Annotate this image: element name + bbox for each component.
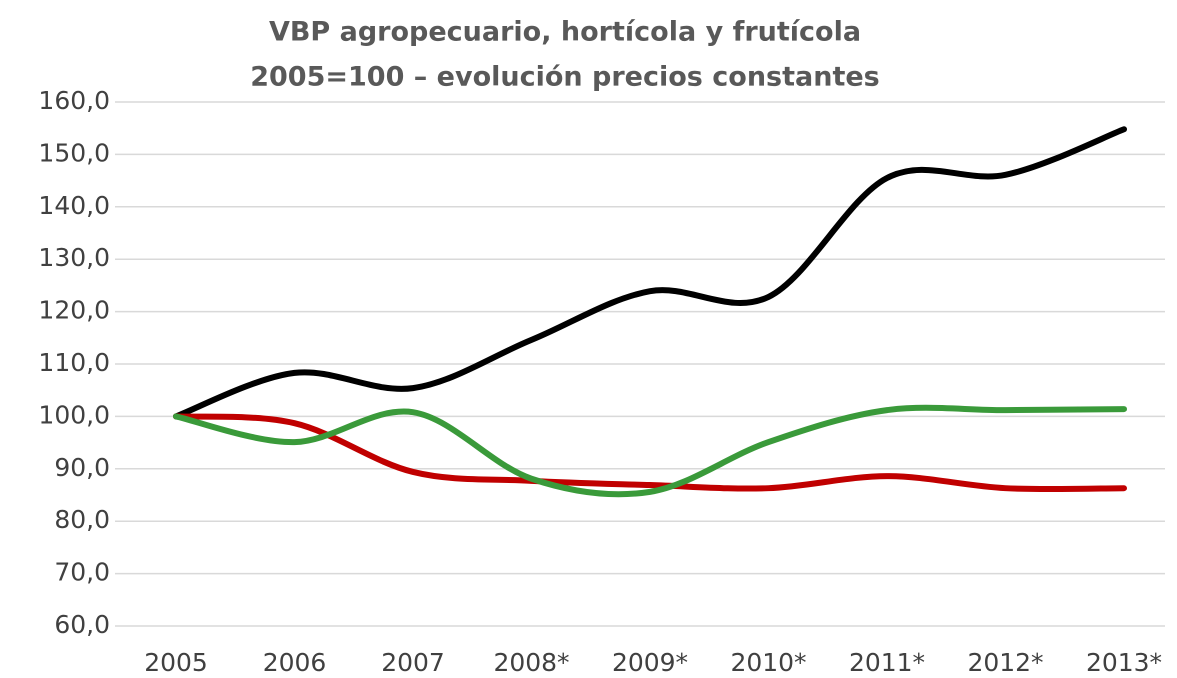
- series-line: [173, 126, 1127, 420]
- y-tick-label: 100,0: [38, 400, 110, 429]
- x-tick-label: 2009*: [612, 648, 688, 677]
- x-tick-label: 2007: [381, 648, 445, 677]
- y-tick-label: 150,0: [38, 138, 110, 167]
- chart-subtitle: 2005=100 – evolución precios constantes: [250, 62, 880, 93]
- x-tick-label: 2012*: [967, 648, 1043, 677]
- y-tick-label: 140,0: [38, 191, 110, 220]
- y-tick-label: 90,0: [54, 453, 110, 482]
- y-tick-label: 160,0: [38, 86, 110, 115]
- y-tick-label: 80,0: [54, 505, 110, 534]
- y-tick-label: 60,0: [54, 610, 110, 639]
- y-tick-label: 110,0: [38, 348, 110, 377]
- x-tick-label: 2005: [144, 648, 208, 677]
- chart-title: VBP agropecuario, hortícola y frutícola: [269, 17, 861, 48]
- y-tick-label: 70,0: [54, 558, 110, 587]
- x-tick-label: 2011*: [849, 648, 925, 677]
- y-tick-label: 130,0: [38, 243, 110, 272]
- series-line: [173, 404, 1127, 498]
- y-tick-label: 120,0: [38, 296, 110, 325]
- x-tick-label: 2006: [263, 648, 327, 677]
- series-line: [173, 413, 1127, 493]
- x-tick-label: 2010*: [730, 648, 806, 677]
- x-tick-label: 2008*: [493, 648, 569, 677]
- x-tick-label: 2013*: [1086, 648, 1162, 677]
